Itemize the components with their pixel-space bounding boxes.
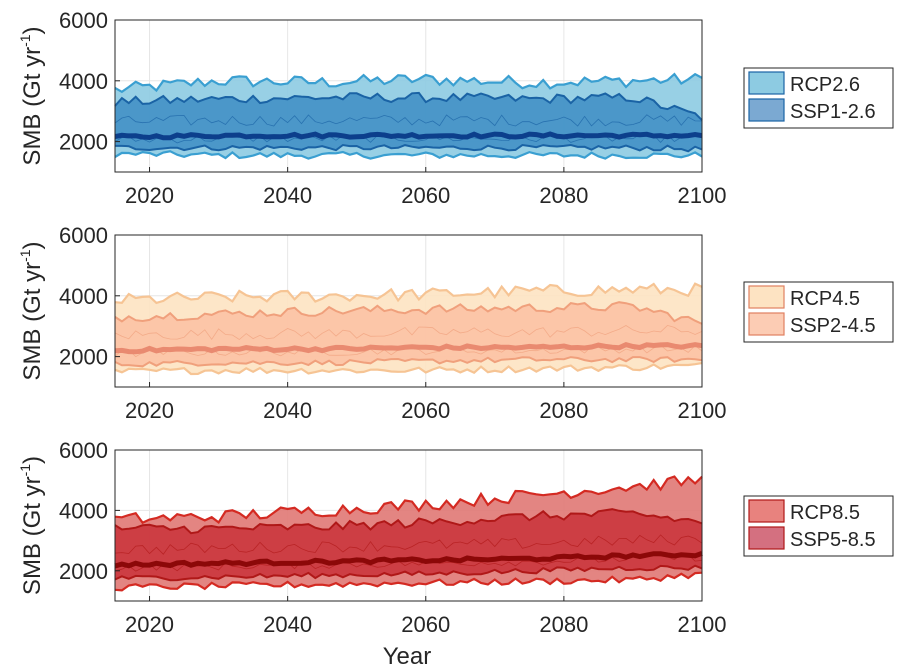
inner-upper-line	[114, 301, 703, 325]
x-tick-label: 2080	[539, 398, 588, 423]
x-tick-label: 2080	[539, 183, 588, 208]
y-tick-label: 2000	[59, 559, 108, 584]
x-tick-label: 2040	[263, 183, 312, 208]
inner-lower-line	[114, 356, 703, 368]
legend-swatch	[748, 526, 785, 550]
legend: RCP4.5 SSP2-4.5	[743, 281, 894, 343]
x-tick-label: 2040	[263, 398, 312, 423]
y-tick-label: 6000	[59, 8, 108, 33]
x-tick-label: 2040	[263, 612, 312, 637]
panel-3: 2020 2040 2060 2080 2100 2000 4000 6000 SMB (Gt …	[17, 438, 894, 637]
x-tick-label: 2020	[125, 183, 174, 208]
outer-lower-line	[114, 150, 703, 160]
y-axis-label: SMB (Gt yr-1)	[17, 26, 46, 165]
y-tick-label: 2000	[59, 130, 108, 155]
x-tick-label: 2100	[678, 398, 727, 423]
median-line	[114, 131, 703, 141]
outer-lower-line	[114, 571, 703, 592]
member-line	[114, 324, 703, 341]
median-line	[114, 341, 703, 355]
x-tick-label: 2100	[678, 612, 727, 637]
inner-upper-line	[114, 508, 703, 535]
axes-box	[114, 449, 703, 602]
y-axis-label: SMB (Gt yr-1)	[17, 456, 46, 595]
axes-box	[114, 19, 703, 173]
y-tick-label: 4000	[59, 284, 108, 309]
median-line	[114, 550, 703, 569]
legend-label: SSP1-2.6	[790, 101, 876, 123]
y-tick-label: 6000	[59, 223, 108, 248]
x-tick-label: 2080	[539, 612, 588, 637]
legend-label: SSP2-4.5	[790, 315, 876, 337]
x-tick-label: 2020	[125, 398, 174, 423]
x-tick-label: 2100	[678, 183, 727, 208]
panel-1: 2020 2040 2060 2080 2100 2000 4000 6000 SMB (Gt …	[17, 8, 894, 208]
legend: RCP8.5 SSP5-8.5	[743, 495, 894, 557]
member-line	[114, 114, 703, 127]
legend-swatch	[748, 71, 785, 95]
member-line	[114, 553, 703, 572]
outer-upper-line	[114, 282, 703, 305]
legend-label: RCP8.5	[790, 502, 860, 524]
x-tick-label: 2060	[401, 183, 450, 208]
x-tick-label: 2060	[401, 398, 450, 423]
member-line	[114, 534, 703, 555]
axes-box	[114, 234, 703, 388]
x-axis-label: Year	[383, 643, 432, 670]
legend: RCP2.6 SSP1-2.6	[743, 67, 894, 129]
x-tick-label: 2020	[125, 612, 174, 637]
y-axis-label: SMB (Gt yr-1)	[17, 241, 46, 380]
y-tick-label: 4000	[59, 69, 108, 94]
legend-swatch	[748, 285, 785, 309]
legend-label: RCP4.5	[790, 288, 860, 310]
y-tick-label: 2000	[59, 345, 108, 370]
panel-2: 2020 2040 2060 2080 2100 2000 4000 6000 SMB (Gt …	[17, 223, 894, 423]
legend-swatch	[748, 312, 785, 336]
legend-label: SSP5-8.5	[790, 529, 876, 551]
legend-swatch	[748, 98, 785, 122]
inner-lower-line	[115, 143, 703, 153]
inner-upper-line	[114, 91, 703, 121]
outer-upper-line	[114, 475, 703, 525]
inner-lower-line	[114, 564, 703, 582]
outer-lower-line	[114, 362, 703, 376]
legend-swatch	[748, 499, 785, 523]
y-tick-label: 4000	[59, 498, 108, 523]
legend-label: RCP2.6	[790, 74, 860, 96]
x-tick-label: 2060	[401, 612, 450, 637]
y-tick-label: 6000	[59, 438, 108, 463]
outer-upper-line	[114, 72, 703, 94]
